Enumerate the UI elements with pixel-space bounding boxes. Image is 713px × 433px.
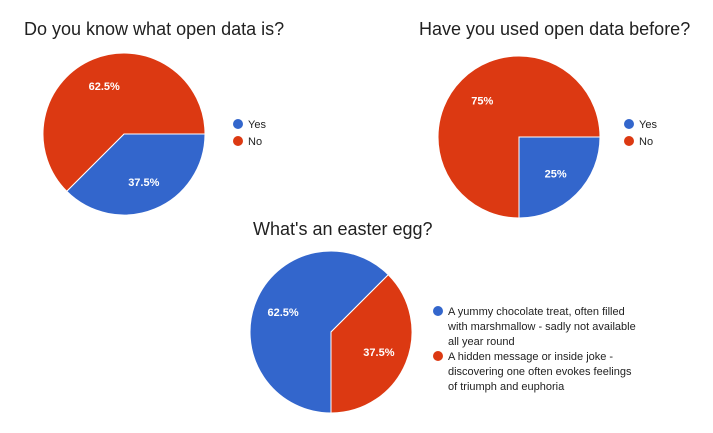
chart-used-open-data: Have you used open data before? 25% 75% Y… — [419, 19, 690, 219]
slice-labels: 37.5% 62.5% — [89, 81, 160, 189]
pie-slice — [66, 133, 206, 216]
pie-slice-label: 62.5% — [267, 307, 298, 319]
pie-slice-label: 75% — [471, 95, 493, 107]
pie-slice — [249, 250, 389, 414]
legend: Yes No — [624, 119, 657, 148]
pie-slice-label: 37.5% — [363, 347, 394, 359]
legend-label-no: No — [248, 136, 262, 148]
pie-slice — [437, 55, 601, 219]
pie-slice — [42, 52, 206, 192]
pie-slice-label: 25% — [545, 169, 567, 181]
slice-labels: 25% 75% — [471, 95, 567, 180]
pie-slices — [437, 55, 601, 219]
legend-label-hidden-message: A hidden message or inside joke - discov… — [448, 351, 635, 393]
chart-title: Have you used open data before? — [419, 19, 690, 39]
legend-swatch-yes — [624, 119, 634, 129]
legend-swatch-yes — [233, 119, 243, 129]
pie-slice-label: 37.5% — [128, 177, 159, 189]
legend-swatch-chocolate-treat — [433, 306, 443, 316]
legend: Yes No — [233, 119, 266, 148]
legend-swatch-hidden-message — [433, 351, 443, 361]
pie-slice — [330, 274, 413, 414]
chart-open-data-knowledge: Do you know what open data is? 37.5% 62.5… — [24, 19, 284, 216]
legend-label-yes: Yes — [248, 119, 266, 131]
slice-labels: 62.5% 37.5% — [267, 307, 394, 359]
pie-slice — [518, 136, 601, 219]
pie-slice-label: 62.5% — [89, 81, 120, 93]
legend-label-chocolate-treat: A yummy chocolate treat, often filled wi… — [447, 306, 639, 348]
chart-easter-egg: What's an easter egg? 62.5% 37.5% A yummy… — [249, 219, 639, 414]
legend-swatch-no — [624, 136, 634, 146]
chart-title: Do you know what open data is? — [24, 19, 284, 39]
pie-slices — [249, 250, 413, 414]
legend-label-no: No — [639, 136, 653, 148]
pie-slices — [42, 52, 206, 216]
chart-title: What's an easter egg? — [253, 219, 433, 239]
legend-swatch-no — [233, 136, 243, 146]
legend-label-yes: Yes — [639, 119, 657, 131]
legend: A yummy chocolate treat, often filled wi… — [433, 306, 639, 393]
